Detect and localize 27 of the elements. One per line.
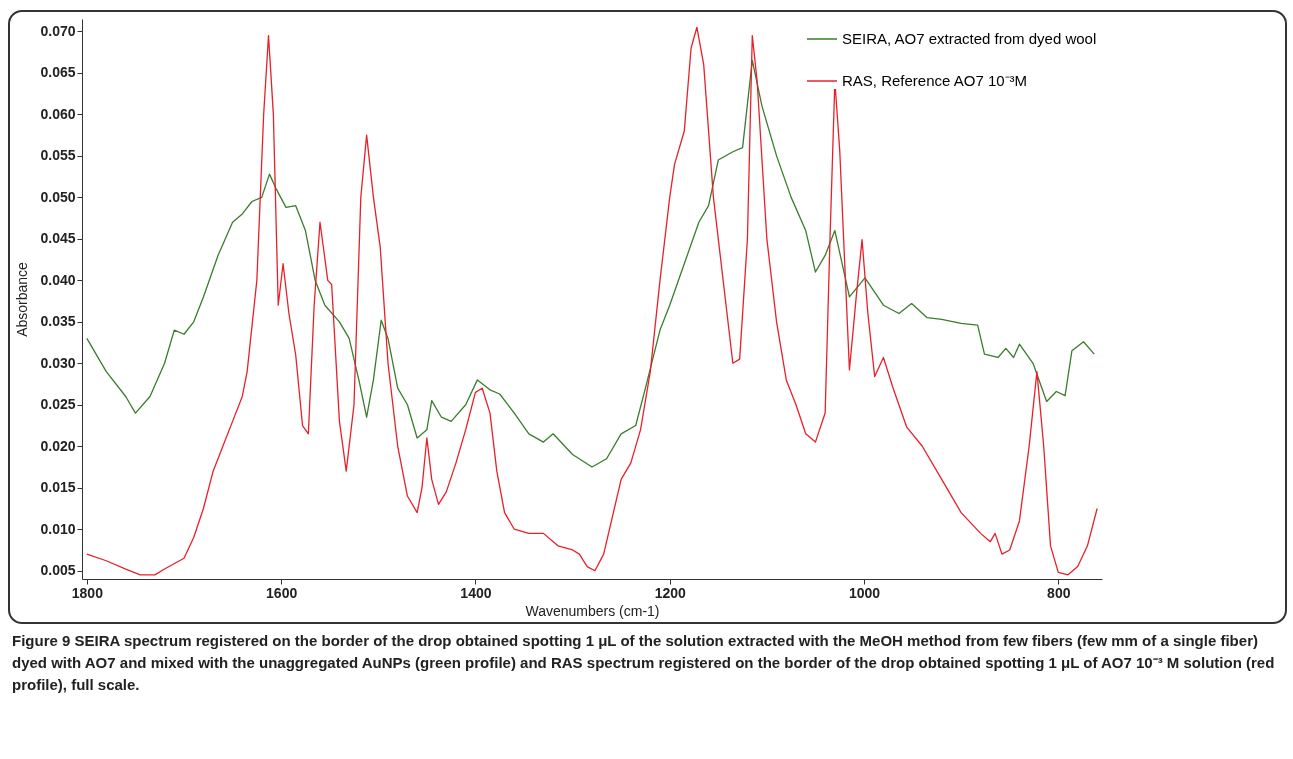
x-tick-label: 1600 — [266, 584, 298, 601]
y-tick-label: 0.035 — [40, 313, 76, 330]
y-tick-label: 0.025 — [40, 396, 76, 413]
line-series — [86, 26, 1098, 576]
x-tick-label: 1200 — [654, 584, 686, 601]
x-tick-label: 1400 — [460, 584, 492, 601]
y-tick-label: 0.060 — [40, 105, 76, 122]
x-tick-label: 1000 — [848, 584, 881, 601]
legend-label: RAS, Reference AO7 10⁻³M — [842, 72, 1028, 89]
y-tick-label: 0.040 — [40, 271, 76, 288]
y-tick-label: 0.065 — [40, 64, 76, 81]
y-tick-label: 0.070 — [40, 22, 76, 39]
legend-label: SEIRA, AO7 extracted from dyed wool — [842, 30, 1097, 47]
y-tick-label: 0.015 — [40, 479, 76, 496]
y-axis-title: Absorbance — [14, 261, 31, 337]
y-tick-label: 0.020 — [40, 437, 76, 454]
x-tick-label: 1800 — [71, 584, 104, 601]
y-tick-label: 0.050 — [40, 188, 76, 205]
y-tick-label: 0.030 — [40, 354, 76, 371]
y-tick-label: 0.045 — [40, 230, 76, 247]
caption: Figure 9 SEIRA spectrum registered on the border of the drop obtained spotting 1 μL of the solution extracted with the MeOH method from few fibers (few mm of a single fiber) dyed with AO7 and mixed with the unaggregated AuNPs (green profile) and RAS spectrum registered on the border of the drop obtained spotting 1 μL of AO7 10⁻³ M solution (red profile), full scale. — [12, 631, 1276, 695]
line-series — [86, 59, 1095, 468]
y-tick-label: 0.005 — [40, 562, 76, 579]
y-tick-label: 0.010 — [40, 520, 76, 537]
x-axis-title: Wavenumbers (cm-1) — [525, 602, 660, 619]
y-tick-label: 0.055 — [40, 147, 76, 164]
x-tick-label: 800 — [1047, 584, 1071, 601]
